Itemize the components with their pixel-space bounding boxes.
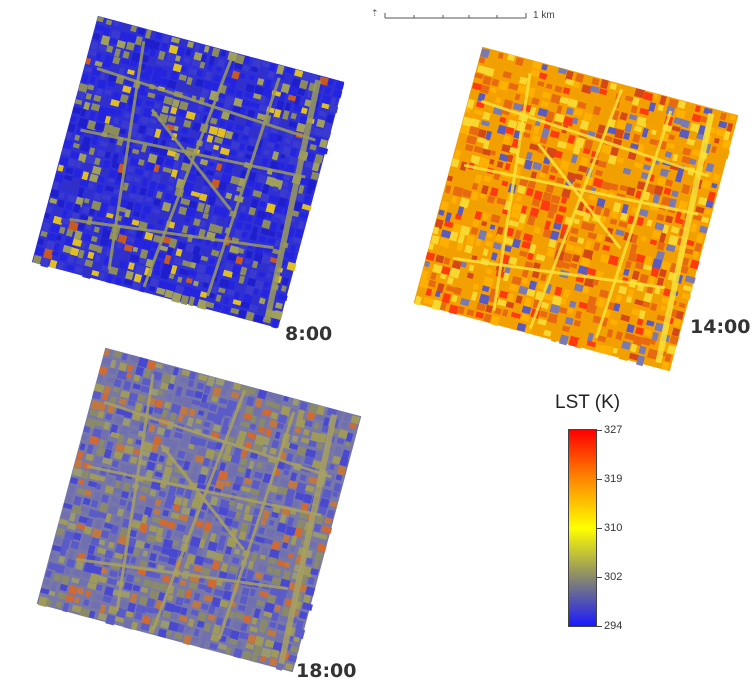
- time-label-8-00: 8:00: [285, 323, 333, 345]
- legend-label: 302: [604, 571, 623, 583]
- scale-bar: [384, 13, 527, 19]
- legend-tick: [597, 626, 602, 627]
- legend-color-ramp: [568, 429, 597, 627]
- legend-title: LST (K): [555, 392, 621, 413]
- time-label-14-00: 14:00: [690, 316, 751, 338]
- map-panel-14-00: [413, 46, 739, 372]
- legend-label: 319: [604, 473, 623, 485]
- legend-tick: [597, 577, 602, 578]
- legend-tick: [597, 528, 602, 529]
- legend-tick: [597, 430, 602, 431]
- legend-tick: [597, 479, 602, 480]
- north-arrow-icon: ⇡: [371, 8, 379, 18]
- map-panel-18-00: [36, 347, 362, 673]
- legend-label-max: 327: [604, 424, 623, 436]
- time-label-18-00: 18:00: [296, 660, 357, 682]
- legend-label-min: 294: [604, 620, 623, 632]
- legend-label: 310: [604, 522, 623, 534]
- map-panel-8-00: [31, 15, 345, 329]
- scale-label: 1 km: [533, 10, 555, 21]
